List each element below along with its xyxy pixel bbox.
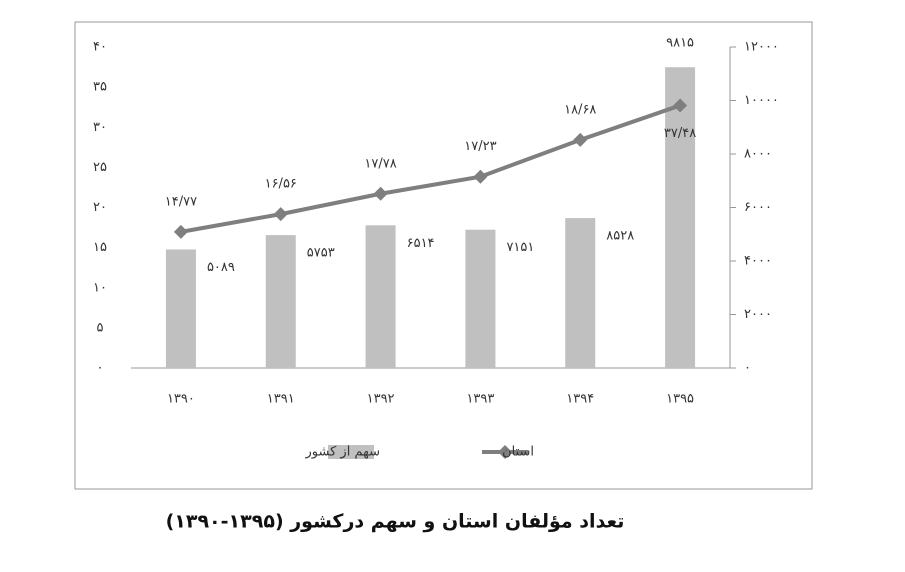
y-tick-label: ۰: [97, 361, 104, 376]
bar: [365, 225, 396, 368]
line-marker: [573, 132, 588, 147]
y-tick-label: ۴۰: [93, 40, 107, 55]
x-tick-label: ۱۳۹۵: [666, 392, 694, 407]
x-tick-label: ۱۳۹۴: [566, 392, 594, 407]
line-value-label: ۵۷۵۳: [307, 246, 335, 261]
y2-tick-label: ۱۰۰۰۰: [744, 93, 779, 108]
line-value-label: ۵۰۸۹: [207, 260, 235, 275]
x-tick-label: ۱۳۹۰: [167, 392, 195, 407]
bar: [565, 218, 596, 368]
y2-tick-label: ۸۰۰۰: [744, 147, 772, 162]
x-tick-label: ۱۳۹۲: [367, 392, 395, 407]
bar-value-label: ۱۷/۲۳: [464, 139, 496, 154]
bar-value-label: ۱۷/۷۸: [364, 156, 396, 171]
legend-swatch: [328, 445, 374, 459]
bar-value-label: ۱۴/۷۷: [165, 194, 197, 209]
y2-tick-label: ۶۰۰۰: [744, 200, 772, 215]
x-tick-label: ۱۳۹۳: [466, 392, 494, 407]
y-tick-label: ۳۵: [93, 80, 107, 95]
legend-label: استان: [502, 445, 534, 460]
chart-title: تعداد مؤلفان استان و سهم درکشور (۱۳۹۵-۱۳…: [166, 511, 625, 533]
line-marker: [373, 186, 388, 201]
line-value-label: ۷۱۵۱: [506, 240, 534, 255]
y-tick-label: ۱۵: [93, 240, 107, 255]
bar-value-label: ۱۸/۶۸: [564, 102, 596, 117]
line: [180, 103, 681, 234]
y2-tick-label: ۴۰۰۰: [744, 254, 772, 269]
chart-frame: [74, 21, 813, 490]
bar: [265, 235, 296, 368]
bar: [665, 67, 696, 369]
bar-value-label: ۳۷/۴۸: [664, 126, 696, 141]
y-tick-label: ۳۰: [93, 120, 107, 135]
bar: [465, 229, 496, 368]
y-tick-label: ۲۵: [93, 160, 107, 175]
y-tick-label: ۵: [97, 320, 104, 335]
line-value-label: ۹۸۱۵: [666, 36, 694, 51]
bar: [165, 249, 196, 368]
y2-tick-label: ۲۰۰۰: [744, 307, 772, 322]
line-marker: [173, 224, 188, 239]
y2-tick-label: ۱۲۰۰۰: [744, 40, 779, 55]
y2-tick-label: ۰: [744, 361, 751, 376]
y-tick-label: ۲۰: [93, 200, 107, 215]
line-value-label: ۶۵۱۴: [407, 236, 435, 251]
legend-label: سهم از کشور: [305, 445, 380, 460]
line-marker: [273, 207, 288, 222]
y-tick-label: ۱۰: [93, 280, 107, 295]
x-tick-label: ۱۳۹۱: [267, 392, 295, 407]
line-marker: [473, 169, 488, 184]
legend-swatch: [498, 445, 512, 459]
bar-value-label: ۱۶/۵۶: [265, 177, 297, 192]
line-marker: [673, 98, 688, 113]
line-value-label: ۸۵۲۸: [606, 229, 634, 244]
